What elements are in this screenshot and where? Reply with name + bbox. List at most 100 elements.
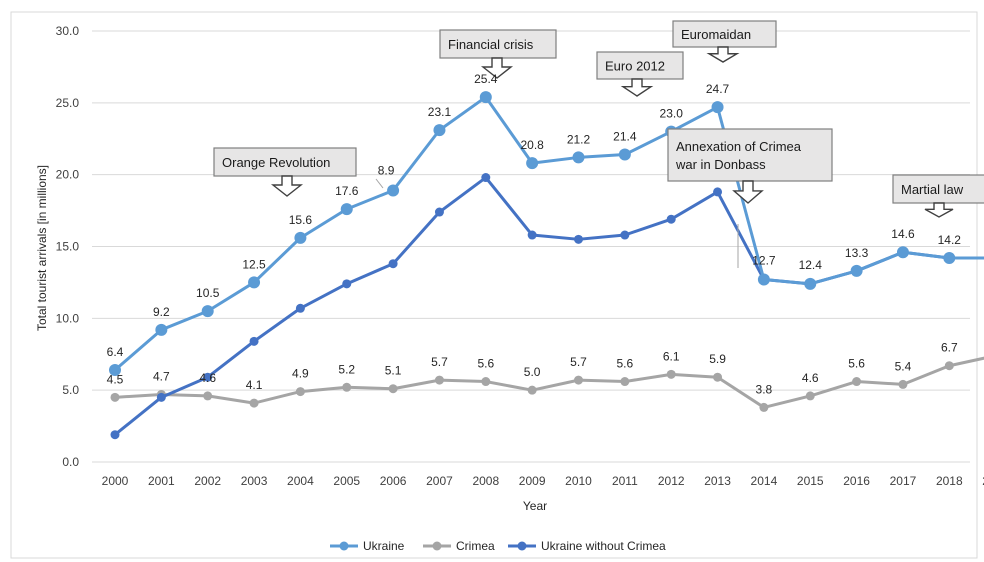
callout: Annexation of Crimea war in Donbass [667,128,833,204]
x-tick-label: 2016 [843,474,870,488]
y-tick-label: 20.0 [56,168,80,182]
data-point [249,398,259,408]
x-axis-title: Year [523,499,547,513]
legend-label: Crimea [456,539,495,553]
callout-arrow [706,46,740,63]
callout-arrow [480,57,514,79]
data-label-crimea: 4.6 [199,371,216,385]
data-point [388,259,398,269]
callout: Orange Revolution [213,147,357,197]
callout-box [213,147,357,177]
data-point [342,279,352,289]
y-axis-title: Total tourist arrivals [in millions] [35,165,49,331]
data-label-crimea: 5.7 [431,355,448,369]
x-tick-label: 2012 [658,474,685,488]
data-point [434,375,444,385]
data-label-ukraine: 20.8 [520,138,544,152]
x-tick-label: 2017 [890,474,917,488]
data-label-crimea: 5.6 [848,357,865,371]
data-point [759,402,769,412]
x-tick-label: 2006 [380,474,407,488]
y-tick-label: 15.0 [56,240,80,254]
legend-item-ukraine: Ukraine [330,539,405,553]
data-label-ukraine: 23.1 [428,105,452,119]
data-label-crimea: 5.2 [338,362,355,376]
data-point [479,91,492,104]
data-point [248,276,261,289]
data-point [295,387,305,397]
data-point [666,214,676,224]
x-tick-label: 2000 [102,474,129,488]
data-point [527,385,537,395]
x-axis-ticks: 2000 2001 2002 2003 2004 2005 2006 2007 2008 2009… [102,474,984,488]
data-point [618,148,631,161]
data-label-crimea: 5.6 [477,357,494,371]
callout: Financial crisis [439,29,557,79]
data-label-ukraine: 13.3 [845,246,869,260]
x-tick-label: 2005 [333,474,360,488]
data-point [898,379,908,389]
data-label-crimea: 5.7 [570,355,587,369]
legend-item-crimea: Crimea [423,539,495,553]
legend-item-ukraine-without-crimea: Ukraine without Crimea [508,539,666,553]
callout-text: war in Donbass [675,157,766,172]
y-tick-label: 10.0 [56,311,80,325]
callout: Martial law [892,174,984,218]
data-point [249,336,259,346]
data-label-ukraine: 6.4 [107,345,124,359]
x-tick-label: 2009 [519,474,546,488]
data-label-crimea: 4.5 [107,372,124,386]
data-point [388,384,398,394]
data-point [387,184,400,197]
callout: Euro 2012 [596,51,684,97]
y-tick-label: 25.0 [56,96,80,110]
y-axis-ticks: 0.0 5.0 10.0 15.0 20.0 25.0 30.0 [56,24,80,469]
data-label-ukraine: 9.2 [153,305,170,319]
data-label-ukraine: 21.2 [567,132,591,146]
callout-box [672,20,777,48]
x-tick-label: 2004 [287,474,314,488]
data-point [156,392,166,402]
data-label-ukraine: 15.6 [289,213,313,227]
data-point [805,391,815,401]
callout-text: Annexation of Crimea [676,139,802,154]
data-point [896,246,909,259]
data-point [110,430,120,440]
data-point [944,361,954,371]
data-label-crimea: 5.9 [709,352,726,366]
legend-swatch-marker [517,541,527,551]
series-line [114,356,984,409]
x-tick-label: 2014 [751,474,778,488]
data-point [109,364,121,377]
legend-label: Ukraine without Crimea [541,539,666,553]
data-label-ukraine: 14.2 [938,233,962,247]
data-point [572,151,585,164]
x-tick-label: 2008 [472,474,499,488]
data-point [433,124,446,137]
data-label-crimea: 5.1 [385,364,402,378]
y-tick-label: 5.0 [62,383,79,397]
data-point [295,303,305,313]
data-point [342,382,352,392]
callout-arrow [732,180,764,204]
data-label-crimea: 6.7 [941,341,958,355]
data-label-crimea: 5.4 [895,359,912,373]
callout-arrow [620,78,654,97]
data-point [203,372,213,382]
data-label-ukraine: 25.4 [474,72,498,86]
data-label-crimea: 4.7 [153,369,170,383]
series-lines [109,91,984,440]
data-point [110,392,120,402]
data-label-crimea: 3.8 [756,382,773,396]
data-labels: 6.4 9.2 10.5 12.5 15.6 17.6 8.9 23.1 25.4 20.8 21.… [107,72,984,396]
x-tick-label: 2001 [148,474,175,488]
data-label-crimea: 5.6 [617,357,634,371]
data-point [294,231,307,244]
x-tick-label: 2013 [704,474,731,488]
data-label-ukraine: 8.9 [378,163,395,177]
data-point [574,375,583,385]
data-label-ukraine: 23.0 [660,107,684,121]
data-point [340,203,353,216]
data-point [943,251,956,264]
